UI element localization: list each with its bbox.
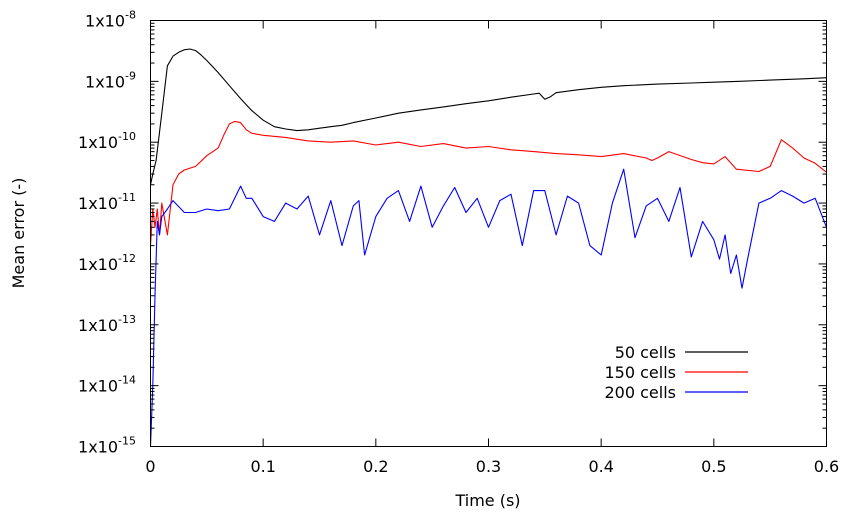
y-tick-label: 1x10-12 xyxy=(78,252,136,274)
y-tick-label: 1x10-9 xyxy=(85,69,136,91)
y-tick-label: 1x10-15 xyxy=(78,435,136,457)
legend-label: 150 cells xyxy=(605,363,677,382)
y-tick-label: 1x10-14 xyxy=(78,374,136,396)
x-tick-label: 0 xyxy=(145,457,155,476)
x-tick-label: 0.5 xyxy=(701,457,726,476)
y-tick-label: 1x10-10 xyxy=(78,130,136,152)
legend-label: 50 cells xyxy=(615,343,676,362)
x-tick-label: 0.2 xyxy=(363,457,388,476)
series-line-0 xyxy=(149,48,827,185)
series-line-1 xyxy=(149,120,827,246)
series-layer xyxy=(149,48,828,447)
x-tick-label: 0.6 xyxy=(814,457,839,476)
y-tick-label: 1x10-13 xyxy=(78,313,136,335)
series-line-2 xyxy=(149,168,828,447)
x-axis-label: Time (s) xyxy=(454,491,520,510)
x-tick-label: 0.4 xyxy=(588,457,613,476)
y-tick-label: 1x10-8 xyxy=(85,9,136,31)
y-axis-label: Mean error (-) xyxy=(9,178,28,289)
plot-frame xyxy=(150,20,827,447)
x-tick-label: 0.3 xyxy=(476,457,501,476)
x-tick-label: 0.1 xyxy=(250,457,275,476)
legend-label: 200 cells xyxy=(605,383,677,402)
y-axis: 1x10-15 1x10-14 1x10-13 1x10-12 1x10-11 1x10-… xyxy=(78,9,827,457)
y-tick-label: 1x10-11 xyxy=(78,191,136,213)
x-axis: 0 0.1 0.2 0.3 0.4 0.5 0.6 xyxy=(145,20,839,476)
